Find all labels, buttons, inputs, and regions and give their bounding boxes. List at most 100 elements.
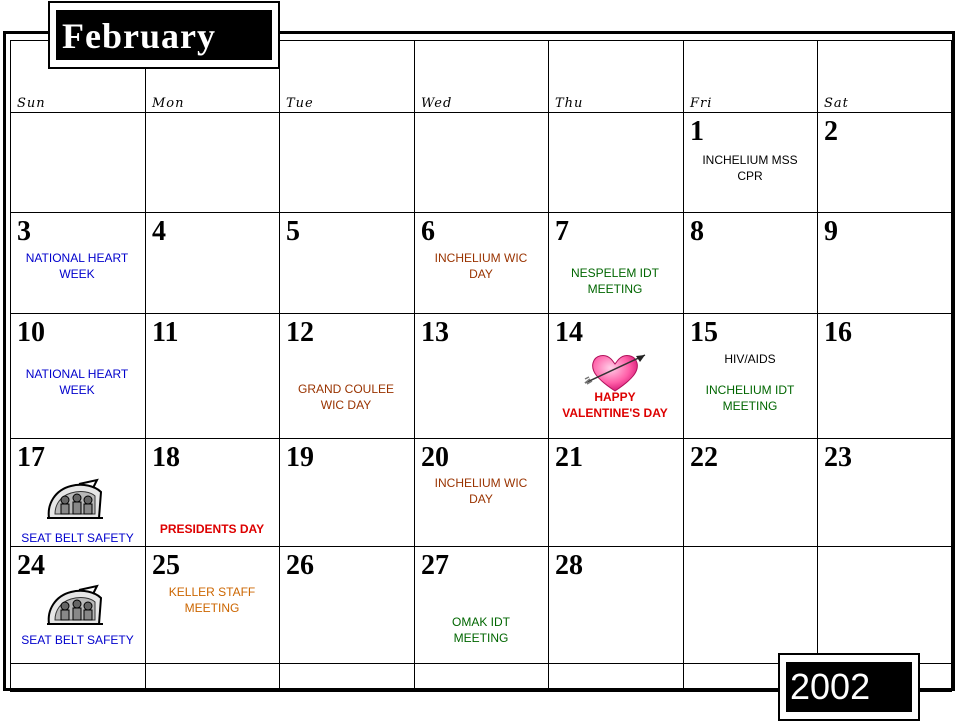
day-number: 1 [690, 116, 704, 147]
day-of-week-thu: Thu [555, 96, 584, 111]
calendar-event: NESPELEM IDT MEETING [570, 266, 660, 296]
calendar-event: INCHELIUM MSS CPR [702, 153, 798, 183]
calendar-day-cell: 21 [548, 438, 683, 546]
calendar-event: INCHELIUM WIC DAY [434, 476, 528, 506]
day-number: 5 [286, 216, 300, 247]
grid-horizontal-line [10, 691, 952, 692]
calendar-day-cell: 12 GRAND COULEE WIC DAY [279, 313, 414, 438]
calendar-day-cell: 18 PRESIDENTS DAY [145, 438, 279, 546]
calendar-day-cell: 7 NESPELEM IDT MEETING [548, 212, 683, 313]
year-box: 2002 [778, 653, 920, 721]
month-title-plate: February [56, 10, 272, 60]
day-number: 20 [421, 442, 449, 473]
calendar-event: INCHELIUM WIC DAY [434, 251, 528, 281]
grid-horizontal-line [10, 663, 952, 664]
seat-belt-car-icon [45, 584, 105, 635]
day-number: 12 [286, 317, 314, 348]
calendar-day-cell: 13 [414, 313, 548, 438]
calendar-day-cell [414, 663, 548, 692]
day-number: 9 [824, 216, 838, 247]
calendar-day-cell: 5 [279, 212, 414, 313]
grid-horizontal-line [10, 546, 952, 547]
calendar-event: NATIONAL HEART WEEK [25, 251, 129, 281]
day-of-week-mon: Mon [152, 96, 185, 111]
seat-belt-car-icon [45, 478, 105, 529]
grid-vertical-line [279, 40, 280, 692]
calendar-event: SEAT BELT SAFETY [21, 633, 134, 647]
calendar-day-cell [10, 663, 145, 692]
day-number: 25 [152, 550, 180, 581]
grid-vertical-line [683, 40, 684, 692]
day-number: 27 [421, 550, 449, 581]
grid-horizontal-line [10, 212, 952, 213]
calendar-event: NATIONAL HEART WEEK [25, 367, 129, 397]
grid-vertical-line [145, 40, 146, 692]
calendar-day-cell: 17 SEAT BELT SAFETY [10, 438, 145, 546]
calendar-day-cell: 8 [683, 212, 817, 313]
day-number: 13 [421, 317, 449, 348]
calendar-day-cell [683, 546, 817, 663]
grid-horizontal-line [10, 112, 952, 113]
grid-vertical-line [10, 40, 11, 692]
calendar-day-cell [414, 112, 548, 212]
day-number: 21 [555, 442, 583, 473]
day-number: 23 [824, 442, 852, 473]
calendar-grid: Sun Mon Tue Wed Thu Fri Sat 1 INCHELIUM MSS CPR 2… [10, 40, 952, 692]
day-number: 24 [17, 550, 45, 581]
day-number: 26 [286, 550, 314, 581]
calendar-day-cell: 24 SEAT BELT SAFETY [10, 546, 145, 663]
calendar-day-cell: 15 HIV/AIDS INCHELIUM IDT MEETING [683, 313, 817, 438]
grid-vertical-line [548, 40, 549, 692]
calendar-day-cell [548, 663, 683, 692]
calendar-event: HIV/AIDS [724, 352, 776, 366]
day-of-week-tue: Tue [286, 96, 314, 111]
year-label: 2002 [790, 666, 871, 707]
calendar-day-cell [145, 112, 279, 212]
grid-vertical-line [951, 40, 952, 692]
calendar-day-cell: 10 NATIONAL HEART WEEK [10, 313, 145, 438]
calendar-day-cell: 19 [279, 438, 414, 546]
calendar-day-cell: 16 [817, 313, 952, 438]
grid-vertical-line [817, 40, 818, 692]
day-number: 2 [824, 116, 838, 147]
calendar-day-cell: 25 KELLER STAFF MEETING [145, 546, 279, 663]
calendar-event: HAPPY VALENTINE'S DAY [562, 390, 668, 420]
calendar-day-cell [279, 663, 414, 692]
grid-horizontal-line [10, 438, 952, 439]
calendar-event: GRAND COULEE WIC DAY [297, 382, 395, 412]
day-number: 28 [555, 550, 583, 581]
day-number: 11 [152, 317, 179, 348]
calendar-day-cell [10, 112, 145, 212]
calendar-day-cell: 1 INCHELIUM MSS CPR [683, 112, 817, 212]
day-number: 8 [690, 216, 704, 247]
day-number: 19 [286, 442, 314, 473]
calendar-event: OMAK IDT MEETING [451, 615, 510, 645]
day-number: 6 [421, 216, 435, 247]
day-number: 17 [17, 442, 45, 473]
day-of-week-wed: Wed [421, 96, 453, 111]
calendar-event: INCHELIUM IDT MEETING [705, 383, 795, 413]
calendar-day-cell: 14 HAPPY VALENTINE'S DAY [548, 313, 683, 438]
year-plate: 2002 [786, 662, 912, 712]
day-number: 14 [555, 317, 583, 348]
calendar-day-cell: 6 INCHELIUM WIC DAY [414, 212, 548, 313]
calendar-day-cell: 26 [279, 546, 414, 663]
grid-horizontal-line [10, 40, 952, 41]
calendar-day-cell: 23 [817, 438, 952, 546]
calendar-day-cell: 11 [145, 313, 279, 438]
calendar-frame [3, 31, 955, 691]
heart-arrow-icon [583, 349, 647, 400]
grid-horizontal-line [10, 313, 952, 314]
calendar-day-cell [817, 546, 952, 663]
calendar-event: SEAT BELT SAFETY [21, 531, 134, 545]
day-number: 18 [152, 442, 180, 473]
calendar-day-cell: 2 [817, 112, 952, 212]
calendar-day-cell [548, 112, 683, 212]
calendar-day-cell: 9 [817, 212, 952, 313]
calendar-day-cell: 4 [145, 212, 279, 313]
calendar-day-cell [145, 663, 279, 692]
day-number: 15 [690, 317, 718, 348]
calendar-day-cell: 22 [683, 438, 817, 546]
calendar-day-cell: 20 INCHELIUM WIC DAY [414, 438, 548, 546]
month-title-box: February [48, 1, 280, 69]
